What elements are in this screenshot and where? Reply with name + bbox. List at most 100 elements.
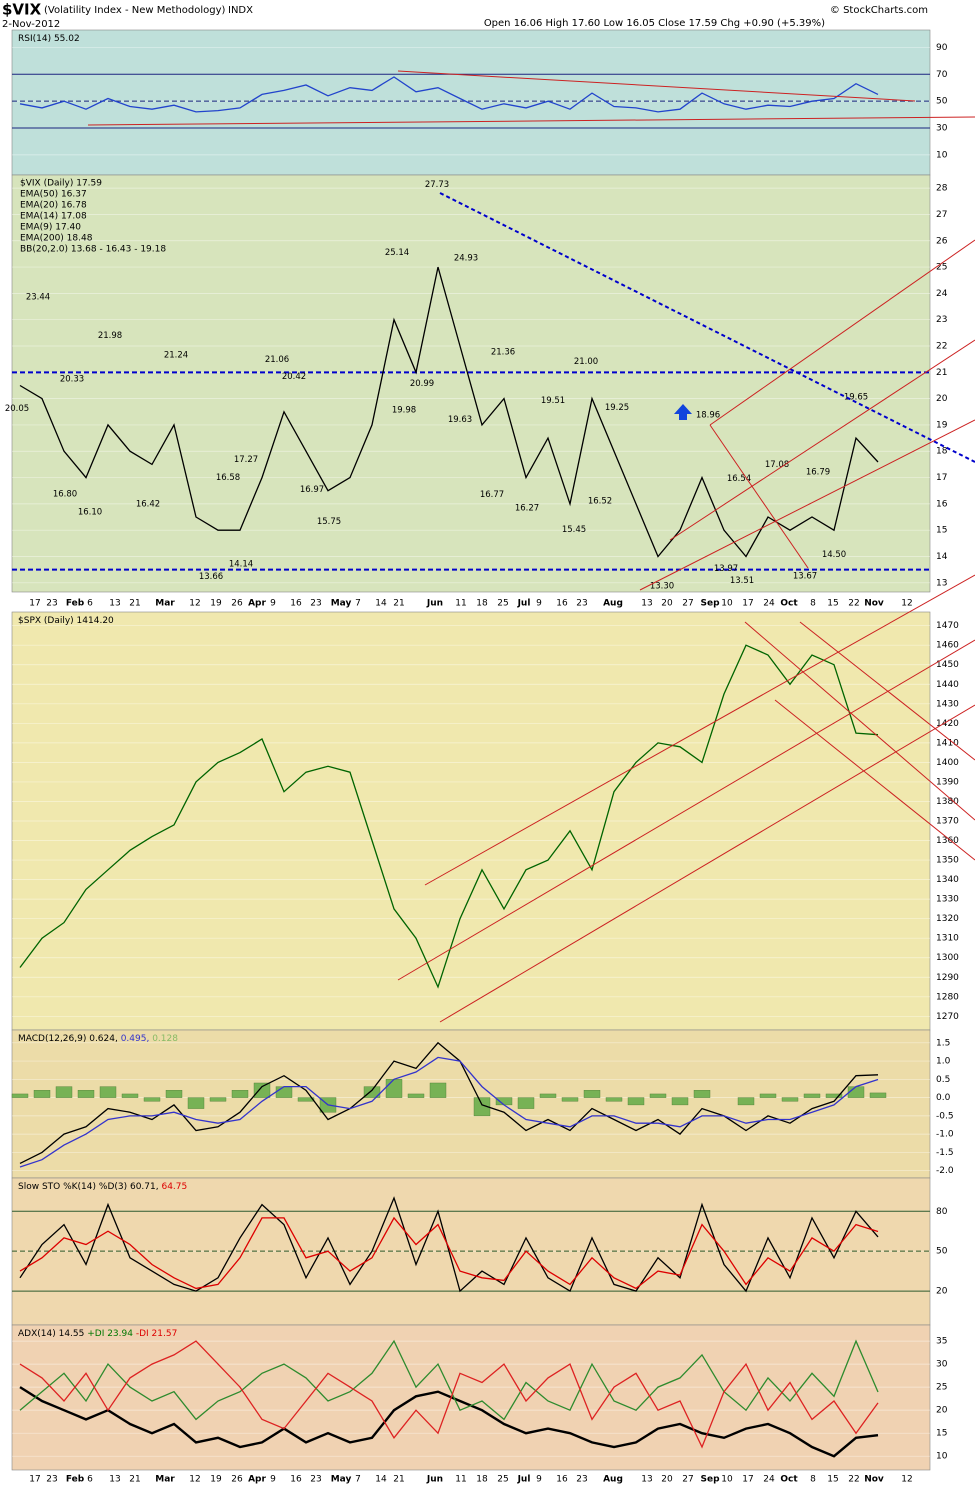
exchange: INDX <box>228 5 253 16</box>
series-line <box>19 1041 879 1164</box>
y-tick-label: -2.0 <box>936 1166 954 1176</box>
x-tick-label: Jun <box>426 1475 443 1485</box>
y-tick-label: 24 <box>936 289 948 299</box>
credit: © StockCharts.com <box>830 5 928 16</box>
x-tick-label: 12 <box>901 599 912 609</box>
x-tick-label: 13 <box>641 599 652 609</box>
histogram-bar <box>77 1090 95 1098</box>
x-tick-label: 12 <box>189 1475 200 1485</box>
x-tick-label: Aug <box>603 599 623 609</box>
y-tick-label: 1.5 <box>936 1038 950 1048</box>
x-tick-label: 9 <box>536 599 542 609</box>
y-tick-label: 21 <box>936 368 947 378</box>
histogram-bar <box>737 1097 755 1106</box>
y-tick-label: 1290 <box>936 973 959 983</box>
legend-entry: EMA(20) 16.78 <box>20 201 87 211</box>
x-tick-label: May <box>331 1475 352 1485</box>
series-line <box>19 1216 879 1290</box>
price-label: 21.00 <box>574 357 598 367</box>
x-tick-label: Oct <box>780 599 798 609</box>
x-tick-label: Feb <box>66 1475 85 1485</box>
x-tick-label: 25 <box>497 599 508 609</box>
y-tick-label: 10 <box>936 150 948 160</box>
x-tick-label: 6 <box>87 1475 93 1485</box>
y-tick-label: -1.0 <box>936 1130 954 1140</box>
price-label: 18.96 <box>696 410 720 420</box>
y-tick-label: -1.5 <box>936 1148 954 1158</box>
series-line <box>19 1386 879 1458</box>
y-tick-label: 1430 <box>936 699 959 709</box>
x-tick-label: Apr <box>248 1475 266 1485</box>
symbol-name: (Volatility Index - New Methodology) <box>44 5 226 16</box>
x-tick-label: 17 <box>742 599 753 609</box>
price-label: 21.06 <box>265 355 289 365</box>
price-label: 20.33 <box>60 374 84 384</box>
x-tick-label: 26 <box>231 599 243 609</box>
series-line <box>19 644 879 989</box>
y-tick-label: 90 <box>936 43 948 53</box>
y-tick-label: 25 <box>936 263 947 273</box>
x-tick-label: Nov <box>864 1475 884 1485</box>
histogram-bar <box>429 1082 447 1098</box>
title-part: 0.495, <box>118 1034 150 1044</box>
title-part: 64.75 <box>159 1182 188 1192</box>
trendline <box>439 192 975 463</box>
y-tick-label: 70 <box>936 70 948 80</box>
x-tick-label: Jun <box>426 599 443 609</box>
y-tick-label: 15 <box>936 1429 947 1439</box>
price-label: 17.08 <box>765 460 789 470</box>
x-tick-label: 13 <box>109 1475 120 1485</box>
histogram-bar <box>605 1097 623 1102</box>
price-label: 20.42 <box>282 372 306 382</box>
x-tick-label: 21 <box>393 599 404 609</box>
title-part: -DI 21.57 <box>133 1329 177 1339</box>
signal-arrow <box>674 404 692 420</box>
trendline <box>709 424 809 569</box>
x-tick-label: 21 <box>129 599 140 609</box>
histogram-bar <box>649 1093 667 1098</box>
price-label: 21.24 <box>164 351 188 361</box>
series-line <box>19 1056 879 1168</box>
price-label: 17.27 <box>234 455 258 465</box>
x-tick-label: Sep <box>700 1475 720 1485</box>
series-line <box>19 1339 879 1421</box>
y-tick-label: 20 <box>936 394 948 404</box>
x-tick-label: 16 <box>290 599 302 609</box>
trendline <box>397 639 975 981</box>
x-tick-label: 13 <box>109 599 120 609</box>
series-line <box>19 1340 879 1449</box>
price-label: 19.65 <box>844 392 868 402</box>
histogram-bar <box>495 1097 513 1106</box>
histogram-bar <box>781 1097 799 1102</box>
x-tick-label: 22 <box>848 599 859 609</box>
x-tick-label: May <box>331 599 352 609</box>
panel-title: $SPX (Daily) 1414.20 <box>18 616 114 626</box>
panel-bg <box>11 1324 931 1471</box>
price-label: 14.14 <box>229 559 253 569</box>
x-tick-label: 23 <box>46 599 57 609</box>
y-tick-label: 35 <box>936 1337 947 1347</box>
x-tick-label: Jul <box>517 599 531 609</box>
panel-title: ADX(14) 14.55 +DI 23.94 -DI 21.57 <box>18 1329 177 1339</box>
trendline <box>774 699 975 861</box>
x-tick-label: 14 <box>375 1475 387 1485</box>
x-tick-label: 23 <box>576 599 587 609</box>
histogram-bar <box>539 1093 557 1098</box>
x-tick-label: 24 <box>763 599 775 609</box>
y-tick-label: 1410 <box>936 738 959 748</box>
y-tick-label: 28 <box>936 184 948 194</box>
legend-entry: EMA(9) 17.40 <box>20 223 81 233</box>
trendline <box>709 239 975 426</box>
x-tick-label: 16 <box>290 1475 302 1485</box>
price-label: 16.97 <box>300 485 324 495</box>
price-label: 13.51 <box>730 576 754 586</box>
y-tick-label: 80 <box>936 1207 948 1217</box>
x-tick-label: 15 <box>827 599 838 609</box>
x-tick-label: 21 <box>393 1475 404 1485</box>
trendline <box>439 704 975 1023</box>
legend-entry: BB(20,2.0) 13.68 - 16.43 - 19.18 <box>20 245 166 255</box>
y-tick-label: 1350 <box>936 856 959 866</box>
legend-entry: EMA(14) 17.08 <box>20 212 87 222</box>
x-tick-label: 18 <box>476 599 488 609</box>
